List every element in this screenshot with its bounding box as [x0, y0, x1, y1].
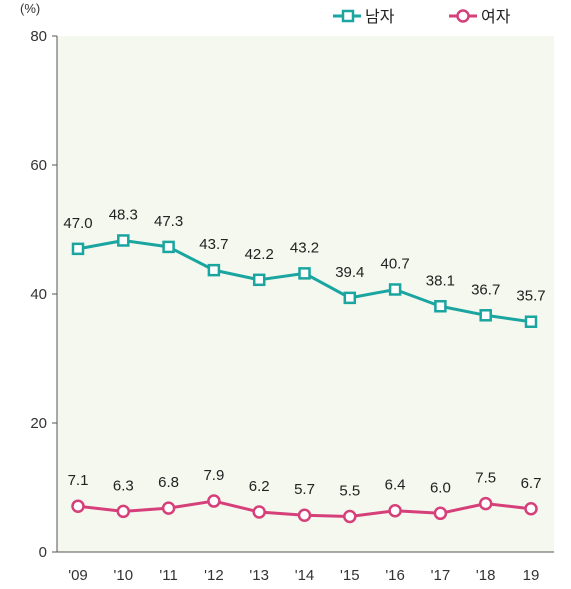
- data-point: [479, 309, 492, 322]
- data-point: [162, 240, 175, 254]
- data-point: [116, 504, 131, 519]
- data-point: [524, 315, 538, 328]
- y-tick-label: 80: [30, 28, 47, 45]
- data-label: 6.7: [521, 475, 542, 492]
- data-point: [117, 234, 130, 247]
- series-2: 7.1 6.3 6.8 7.9 6.2 5.7 5.5 6.4 6.0 7.5 6.7: [68, 467, 542, 524]
- y-tick-label: 60: [30, 157, 47, 174]
- data-label: 7.5: [475, 470, 496, 487]
- data-point: [478, 496, 493, 511]
- data-point: [161, 501, 176, 515]
- x-tick-label: '16: [385, 567, 405, 584]
- data-label: 6.4: [385, 477, 406, 494]
- data-label: 6.2: [249, 478, 270, 495]
- x-tick-label: '09: [68, 567, 88, 584]
- data-label: 7.1: [68, 472, 89, 489]
- legend-label: 여자: [481, 8, 511, 26]
- data-point: [207, 263, 221, 277]
- x-tick-label: '17: [431, 567, 451, 584]
- data-label: 38.1: [426, 272, 455, 289]
- data-point: [71, 499, 85, 513]
- data-point: [434, 300, 447, 313]
- y-unit-label: (%): [20, 1, 40, 16]
- y-tick-label: 20: [30, 415, 47, 432]
- data-label: 35.7: [516, 288, 545, 305]
- data-point: [252, 273, 266, 287]
- legend-label: 남자: [365, 8, 395, 26]
- legend-marker: [456, 9, 470, 23]
- series-1: 47.0 48.3 47.3 43.7 42.2 43.2 39.4 40.7 38.1 36.7…: [63, 206, 546, 328]
- x-tick-label: '10: [114, 567, 134, 584]
- data-point: [207, 494, 221, 508]
- data-label: 6.3: [113, 477, 134, 494]
- data-label: 47.3: [154, 213, 183, 230]
- data-point: [71, 242, 85, 256]
- data-label: 43.7: [199, 236, 228, 253]
- data-label: 43.2: [290, 239, 319, 256]
- data-point: [343, 291, 357, 305]
- legend-item-1: 남자: [333, 8, 395, 26]
- x-tick-label: '12: [204, 567, 224, 584]
- data-label: 42.2: [245, 246, 274, 263]
- data-label: 7.9: [203, 467, 224, 484]
- legend-item-2: 여자: [449, 8, 511, 26]
- data-point: [433, 506, 448, 521]
- data-point: [252, 505, 266, 519]
- series-layer: 47.0 48.3 47.3 43.7 42.2 43.2 39.4 40.7 38.1 36.7…: [63, 206, 546, 524]
- data-point: [524, 502, 538, 516]
- x-axis: '09 '10 '11 '12 '13 '14 '15 '16 '17 '18 19: [68, 567, 539, 584]
- plot-background: [57, 36, 554, 552]
- data-label: 6.8: [158, 474, 179, 491]
- data-label: 6.0: [430, 479, 451, 496]
- y-tick-label: 0: [39, 544, 47, 561]
- data-point: [298, 267, 311, 280]
- data-label: 47.0: [63, 215, 92, 232]
- data-label: 36.7: [471, 281, 500, 298]
- x-tick-label: '11: [159, 567, 177, 584]
- x-tick-label: '13: [249, 567, 269, 584]
- data-label: 5.5: [339, 483, 360, 500]
- legend: 남자 여자: [333, 8, 511, 26]
- x-tick-label: 19: [523, 567, 540, 584]
- data-point: [388, 503, 402, 518]
- y-axis: (%) 0 20 40 60 80: [20, 1, 57, 561]
- x-tick-label: '15: [340, 567, 360, 584]
- data-point: [297, 508, 312, 522]
- data-point: [343, 509, 357, 524]
- plot-area: [56, 36, 554, 553]
- y-tick-label: 40: [30, 286, 47, 303]
- data-label: 5.7: [294, 481, 315, 498]
- data-point: [388, 283, 402, 296]
- data-label: 39.4: [335, 264, 364, 281]
- data-label: 48.3: [109, 206, 138, 223]
- legend-marker: [341, 9, 355, 23]
- x-tick-label: '14: [295, 567, 315, 584]
- data-label: 40.7: [380, 255, 409, 272]
- x-tick-label: '18: [476, 567, 496, 584]
